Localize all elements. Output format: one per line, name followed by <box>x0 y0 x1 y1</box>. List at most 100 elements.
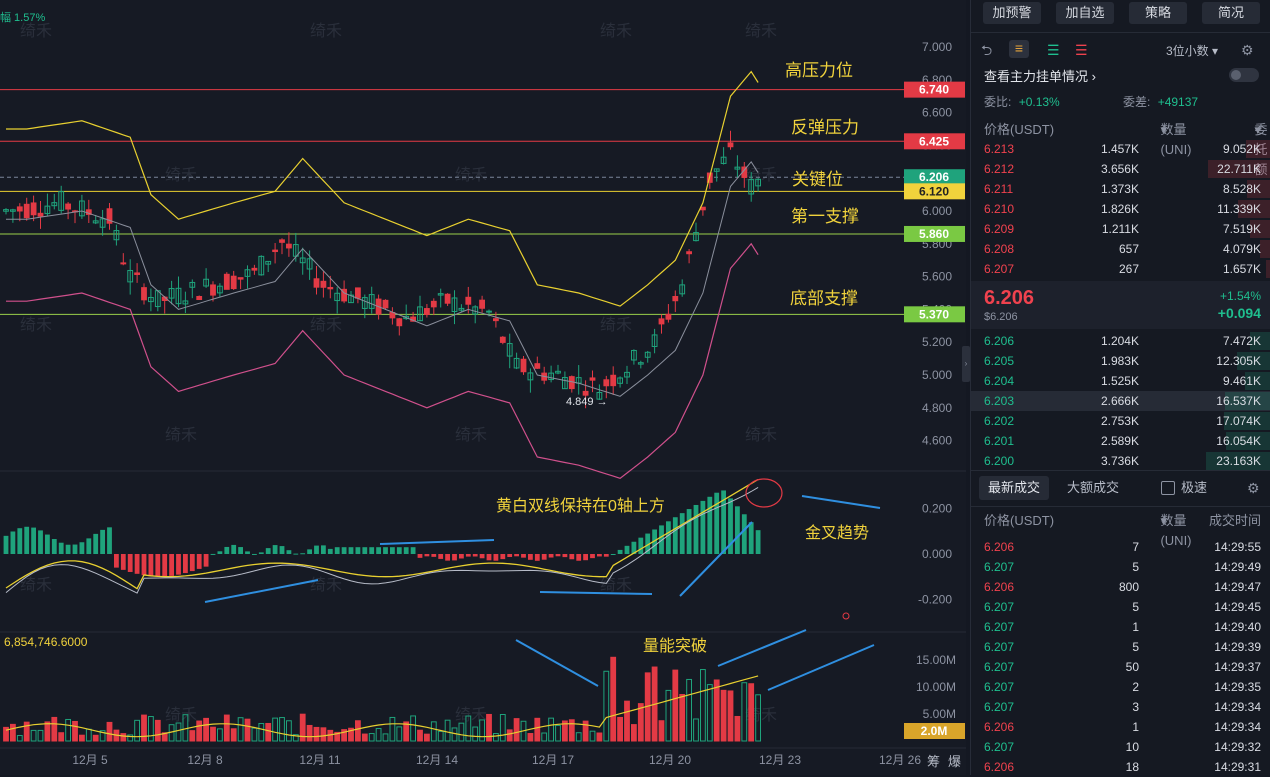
candle-body <box>361 297 368 309</box>
trade-time: 14:29:45 <box>1214 600 1261 614</box>
macd-histogram-bar <box>541 554 547 560</box>
bid-price: 6.206 <box>984 334 1015 348</box>
volume-bar <box>486 713 492 742</box>
bid-row[interactable]: 6.205 1.983K 12.305K <box>971 351 1270 371</box>
depth-bar <box>1246 140 1270 158</box>
candle-body <box>92 220 99 224</box>
orderbook-asks-icon[interactable]: ☰ <box>1075 42 1088 58</box>
volume-bar <box>493 733 499 742</box>
depth-bar <box>1266 260 1270 278</box>
kline-chart-area[interactable]: 绮禾 绮禾 绮禾 绮禾 绮禾 绮禾 绮禾 绮禾 绮禾 绮禾 绮禾 绮禾 绮禾 绮禾 绮禾 绮禾 绮禾 绮禾 绮禾幅 … <box>0 0 966 775</box>
macd-histogram-bar <box>279 546 285 554</box>
trade-settings-icon[interactable]: ⚙ <box>1247 480 1260 496</box>
decimals-select[interactable]: 3位小数 ▾ <box>1166 42 1218 59</box>
settings-icon[interactable]: ⚙ <box>1241 42 1254 58</box>
price-tag-text: 6.120 <box>919 184 949 198</box>
trade-price: 6.207 <box>984 740 1015 754</box>
ask-qty: 1.373K <box>1100 182 1139 196</box>
macd-histogram-bar <box>431 554 437 557</box>
trade-time: 14:29:31 <box>1214 760 1261 774</box>
amount-header[interactable]: 委托额 ▾ <box>1254 120 1267 177</box>
price-tag-text: 6.740 <box>919 83 949 97</box>
price-tag-box <box>904 133 965 150</box>
bid-row[interactable]: 6.204 1.525K 9.461K <box>971 371 1270 391</box>
trade-row: 6.207 5 14:29:39 <box>971 637 1270 657</box>
trade-price: 6.207 <box>984 640 1015 654</box>
ask-row[interactable]: 6.212 3.656K 22.711K <box>971 159 1270 179</box>
trade-time: 14:29:49 <box>1214 560 1261 574</box>
candle-body <box>327 286 334 290</box>
bid-row[interactable]: 6.202 2.753K 17.074K <box>971 411 1270 431</box>
ask-row[interactable]: 6.213 1.457K 9.052K <box>971 139 1270 159</box>
bid-price: 6.200 <box>984 454 1015 468</box>
main-orders-link[interactable]: 查看主力挂单情况 › <box>984 66 1096 85</box>
date-axis-label: 12月 23 <box>759 753 801 767</box>
trade-row: 6.207 5 14:29:49 <box>971 557 1270 577</box>
ask-price: 6.208 <box>984 242 1015 256</box>
macd-histogram-bar <box>327 548 333 554</box>
volume-bar <box>368 733 375 742</box>
bid-qty: 3.736K <box>1100 454 1139 468</box>
ask-row[interactable]: 6.207 267 1.657K <box>971 259 1270 279</box>
strategy-button[interactable]: 策略 <box>1129 2 1187 24</box>
ask-row[interactable]: 6.211 1.373K 8.528K <box>971 179 1270 199</box>
bid-qty: 2.753K <box>1100 414 1139 428</box>
orderbook-layout-icon[interactable]: ≡ <box>1009 40 1029 58</box>
orderbook-both-icon[interactable]: ⮌ <box>981 42 993 58</box>
macd-histogram-bar <box>390 547 395 554</box>
macd-histogram-bar <box>672 517 678 554</box>
annotation-arrow <box>717 629 807 667</box>
weibi-row: 委比: +0.13% <box>984 93 1060 110</box>
bid-row[interactable]: 6.203 2.666K 16.537K <box>971 391 1270 411</box>
candle-body <box>51 202 58 207</box>
tab-latest-trades[interactable]: 最新成交 <box>979 476 1049 500</box>
candle-body <box>444 293 451 304</box>
macd-dif-line <box>5 486 759 594</box>
macd-histogram-bar <box>348 547 354 554</box>
macd-histogram-bar <box>231 544 237 554</box>
bid-row[interactable]: 6.201 2.589K 16.054K <box>971 431 1270 451</box>
candle-body <box>665 313 672 320</box>
macd-histogram-bar <box>548 554 554 558</box>
macd-histogram-bar <box>10 531 16 554</box>
trade-price: 6.207 <box>984 620 1015 634</box>
volume-bar <box>217 728 223 742</box>
price-tag-box <box>904 306 965 323</box>
qty-header[interactable]: 数量 (UNI) ▾ <box>1160 120 1191 157</box>
bid-row[interactable]: 6.200 3.736K 23.163K <box>971 451 1270 471</box>
ask-amount: 9.052K <box>1222 142 1261 156</box>
trade-price: 6.207 <box>984 700 1015 714</box>
volume-bar <box>79 734 85 742</box>
ask-row[interactable]: 6.209 1.211K 7.519K <box>971 219 1270 239</box>
main-orders-toggle[interactable] <box>1229 68 1259 82</box>
candle-body <box>548 372 555 381</box>
bid-qty: 1.204K <box>1100 334 1139 348</box>
bid-row[interactable]: 6.206 1.204K 7.472K <box>971 331 1270 351</box>
macd-histogram-bar <box>355 547 361 554</box>
add-alert-button[interactable]: 加预警 <box>983 2 1041 24</box>
ask-amount: 7.519K <box>1222 222 1261 236</box>
tab-large-trades[interactable]: 大额成交 <box>1067 480 1120 495</box>
macd-histogram-bar <box>617 549 623 554</box>
collapse-panel-handle[interactable]: › <box>962 346 970 382</box>
overview-button[interactable]: 简况 <box>1202 2 1260 24</box>
trade-time: 14:29:39 <box>1214 640 1261 654</box>
candle-body <box>306 258 313 270</box>
volume-bar <box>44 721 51 742</box>
ask-row[interactable]: 6.208 657 4.079K <box>971 239 1270 259</box>
fast-checkbox[interactable] <box>1161 481 1175 495</box>
watermark-text: 绮禾 <box>745 22 777 40</box>
add-watchlist-button[interactable]: 加自选 <box>1056 2 1114 24</box>
bid-qty: 1.525K <box>1100 374 1139 388</box>
macd-histogram-bar <box>210 553 216 555</box>
macd-histogram-bar <box>58 542 64 554</box>
trade-price: 6.207 <box>984 680 1015 694</box>
ask-row[interactable]: 6.210 1.826K 11.339K <box>971 199 1270 219</box>
price-axis-label: 6.600 <box>922 106 952 120</box>
volume-axis-label: 5.00M <box>923 707 956 721</box>
annotation-volume-break: 量能突破 <box>643 637 707 655</box>
orderbook-bids-icon[interactable]: ☰ <box>1047 42 1060 58</box>
trade-qty-header[interactable]: 数量(UNI) ▾ <box>1160 511 1191 548</box>
volume-bar <box>230 728 237 742</box>
